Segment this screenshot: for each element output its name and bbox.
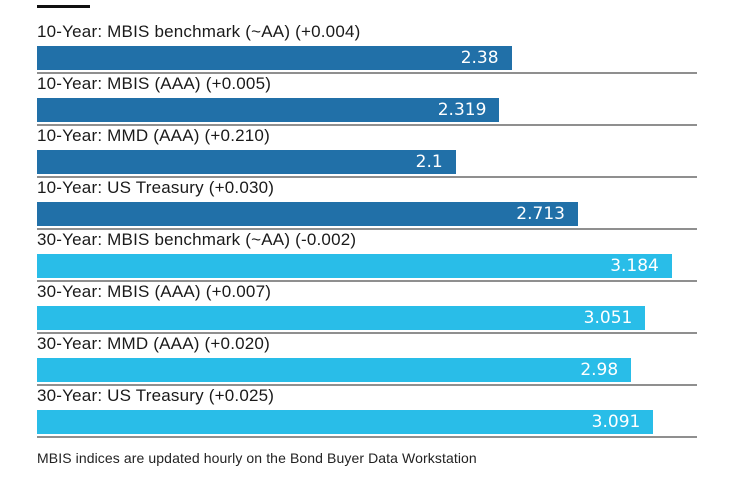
bar-row: 10-Year: US Treasury (+0.030) 2.713 — [37, 178, 697, 230]
bar-value-label: 3.091 — [591, 412, 641, 432]
bar-row: 10-Year: MBIS (AAA) (+0.005) 2.319 — [37, 74, 697, 126]
bar-row: 30-Year: US Treasury (+0.025) 3.091 — [37, 386, 697, 438]
bar-track: 2.1 — [37, 150, 697, 174]
bar-value-label: 2.1 — [415, 152, 443, 172]
bar-track: 3.091 — [37, 410, 697, 434]
bar-category-label: 30-Year: US Treasury (+0.025) — [37, 386, 275, 405]
bar-row: 30-Year: MBIS (AAA) (+0.007) 3.051 — [37, 282, 697, 334]
bar-track: 2.38 — [37, 46, 697, 70]
bar-row: 10-Year: MMD (AAA) (+0.210) 2.1 — [37, 126, 697, 178]
bar-category-label: 30-Year: MBIS (AAA) (+0.007) — [37, 282, 272, 301]
bar-track: 2.98 — [37, 358, 697, 382]
bar: 2.98 — [37, 358, 632, 382]
bar-category-label: 10-Year: MBIS benchmark (~AA) (+0.004) — [37, 22, 361, 41]
bar-value-label: 3.184 — [610, 256, 659, 276]
bar: 2.1 — [37, 150, 456, 174]
chart-footnote: MBIS indices are updated hourly on the B… — [37, 450, 477, 466]
bar-row: 30-Year: MMD (AAA) (+0.020) 2.98 — [37, 334, 697, 386]
bar-value-label: 2.319 — [437, 100, 487, 120]
bar-row: 30-Year: MBIS benchmark (~AA) (-0.002) 3… — [37, 230, 697, 282]
bar-category-label: 10-Year: US Treasury (+0.030) — [37, 178, 275, 197]
bar-track: 3.051 — [37, 306, 697, 330]
bar-rows: 10-Year: MBIS benchmark (~AA) (+0.004) 2… — [37, 22, 697, 438]
bar-value-label: 2.98 — [580, 360, 619, 380]
bar: 3.184 — [37, 254, 672, 278]
bar-category-label: 30-Year: MMD (AAA) (+0.020) — [37, 334, 270, 353]
bar-track: 2.713 — [37, 202, 697, 226]
bar: 3.091 — [37, 410, 654, 434]
bar-row: 10-Year: MBIS benchmark (~AA) (+0.004) 2… — [37, 22, 697, 74]
bar-value-label: 2.713 — [516, 204, 565, 224]
bar-category-label: 10-Year: MBIS (AAA) (+0.005) — [37, 74, 272, 93]
bar-category-label: 10-Year: MMD (AAA) (+0.210) — [37, 126, 270, 145]
bar-value-label: 2.38 — [460, 48, 499, 68]
bar-track: 3.184 — [37, 254, 697, 278]
bar-value-label: 3.051 — [583, 308, 633, 328]
bar: 3.051 — [37, 306, 646, 330]
bar: 2.38 — [37, 46, 512, 70]
bar-track: 2.319 — [37, 98, 697, 122]
kicker-rule — [37, 5, 90, 8]
bar: 2.713 — [37, 202, 578, 226]
bar: 2.319 — [37, 98, 500, 122]
bar-category-label: 30-Year: MBIS benchmark (~AA) (-0.002) — [37, 230, 357, 249]
